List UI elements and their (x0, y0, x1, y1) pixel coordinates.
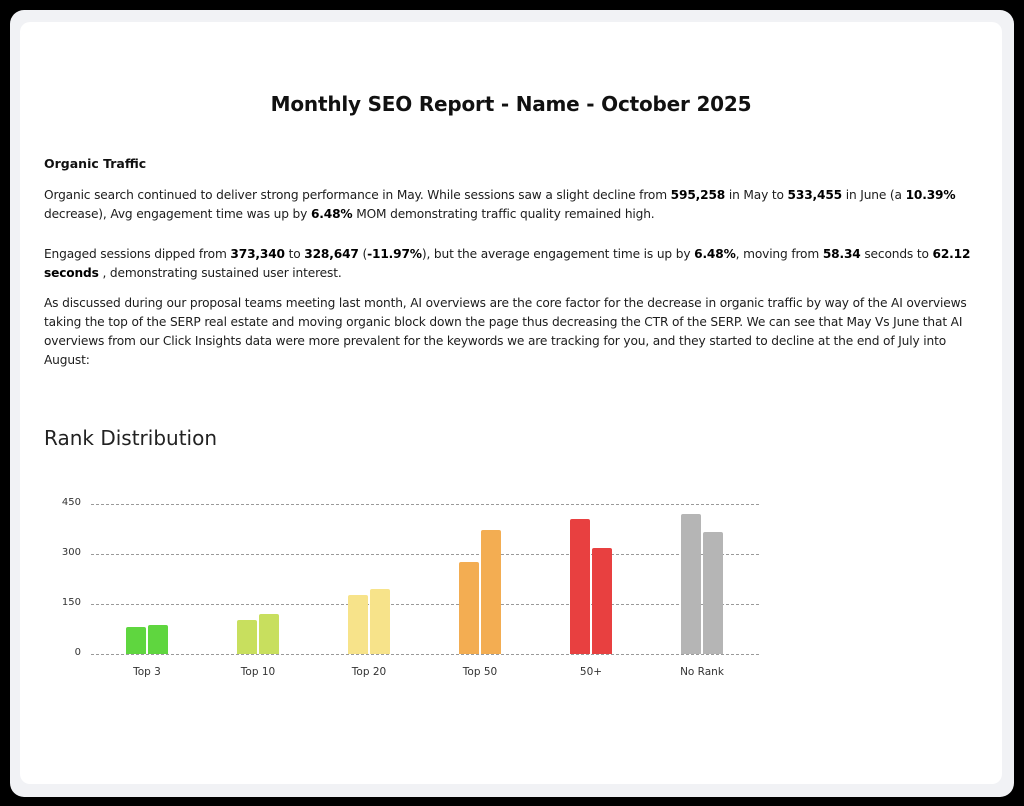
y-axis-tick-label: 300 (61, 547, 81, 558)
paragraph-text: seconds to (860, 247, 933, 261)
y-axis-tick-label: 450 (61, 497, 81, 508)
bar-top-50-series-1[interactable] (459, 561, 479, 654)
paragraph-ai-overviews: As discussed during our proposal teams m… (44, 294, 989, 370)
bar-no-rank-series-2[interactable] (703, 531, 723, 654)
highlight-value: 533,455 (787, 188, 843, 202)
bar-top-3-series-1[interactable] (126, 626, 146, 654)
highlight-value: 6.48% (310, 207, 353, 221)
paragraph-text: Engaged sessions dipped from (44, 247, 231, 261)
highlight-value: 373,340 (230, 247, 285, 261)
paragraph-text: ( (358, 247, 368, 261)
highlight-value: -11.97% (367, 247, 422, 261)
paragraph-text: MOM demonstrating traffic quality remain… (352, 207, 655, 221)
bar-no-rank-series-1[interactable] (681, 514, 701, 654)
paragraph-text: , moving from (735, 247, 823, 261)
highlight-value: 595,258 (670, 188, 726, 202)
paragraph-text: decrease), Avg engagement time was up by (44, 207, 311, 221)
bar-50--series-2[interactable] (592, 547, 612, 654)
bar-top-10-series-1[interactable] (237, 620, 257, 654)
bar-top-10-series-2[interactable] (259, 613, 279, 654)
bar-50--series-1[interactable] (570, 519, 590, 654)
highlight-value: 6.48% (694, 247, 736, 261)
paragraph-engaged-sessions: Engaged sessions dipped from 373,340 to … (44, 245, 989, 283)
gridline (91, 604, 759, 605)
x-axis-category-label: Top 50 (462, 666, 498, 678)
chart-title: Rank Distribution (44, 426, 218, 450)
highlight-value: 58.34 (822, 247, 861, 261)
bar-top-20-series-2[interactable] (370, 589, 390, 654)
report-card: Monthly SEO Report - Name - October 2025… (20, 22, 1002, 784)
rank-distribution-chart: 0 150 300 450 Top 3 Top 10 Top 20 Top 50 50+ No R… (20, 22, 1002, 784)
bar-top-3-series-2[interactable] (148, 624, 168, 654)
paragraph-text: in May to (725, 188, 788, 202)
paragraph-text: ), but the average engagement time is up… (421, 247, 695, 261)
paragraph-sessions: Organic search continued to deliver stro… (44, 186, 989, 224)
paragraph-text: to (284, 247, 305, 261)
x-axis-category-label: Top 10 (240, 666, 276, 678)
y-axis-tick-label: 150 (61, 597, 81, 608)
paragraph-text: in June (a (842, 188, 906, 202)
paragraph-text: As discussed during our proposal teams m… (44, 296, 967, 367)
gridline (91, 654, 759, 655)
highlight-value: 10.39% (905, 188, 956, 202)
section-heading-organic-traffic: Organic Traffic (44, 156, 147, 171)
x-axis-category-label: Top 20 (351, 666, 387, 678)
paragraph-text: Organic search continued to deliver stro… (44, 188, 671, 202)
bar-top-20-series-1[interactable] (348, 595, 368, 654)
x-axis-category-label: Top 3 (133, 666, 161, 678)
highlight-value: 328,647 (304, 247, 359, 261)
paragraph-text: , demonstrating sustained user interest. (98, 266, 342, 280)
report-title: Monthly SEO Report - Name - October 2025 (270, 92, 752, 116)
gridline (91, 554, 759, 555)
x-axis-category-label: 50+ (579, 666, 603, 678)
highlight-value: 62.12 seconds (44, 247, 971, 280)
y-axis-tick-label: 0 (74, 647, 81, 658)
gridline (91, 504, 759, 505)
x-axis-category-label: No Rank (680, 666, 724, 678)
bar-top-50-series-2[interactable] (481, 530, 501, 654)
